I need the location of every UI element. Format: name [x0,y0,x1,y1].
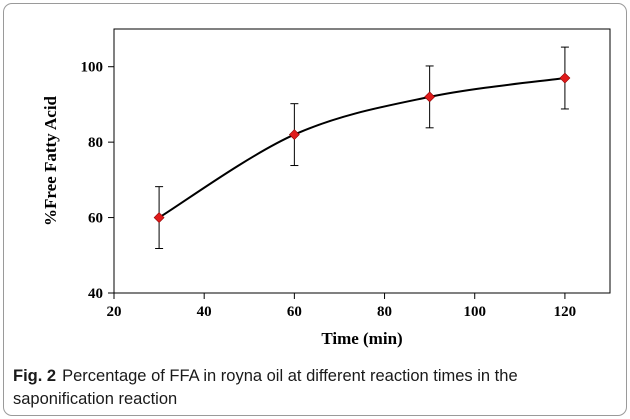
x-tick-label: 40 [197,304,212,320]
data-point [288,129,300,141]
figure-caption: Fig. 2 Percentage of FFA in royna oil at … [13,365,621,411]
figure-panel: 20 40 60 80 100 120 40 60 80 100 Time (min) %Free… [3,3,627,416]
x-tick-label: 60 [287,304,302,320]
data-point [559,72,571,84]
x-axis-title: Time (min) [321,329,402,348]
y-tick-label: 80 [88,135,103,151]
y-tick-label: 40 [88,286,103,302]
caption-label: Fig. 2 [13,367,57,385]
series-group [153,46,571,249]
plot-area [113,28,611,294]
data-point [153,212,165,223]
y-tick-label: 60 [88,211,103,227]
x-tick-label: 20 [107,304,122,320]
x-tick-label: 80 [377,304,392,320]
data-point [424,91,436,103]
chart: 20 40 60 80 100 120 40 60 80 100 Time (min) %Free… [4,4,626,367]
y-tick-label: 100 [81,60,104,76]
series-line [158,77,566,219]
caption-text: Percentage of FFA in royna oil at differ… [13,367,518,408]
x-tick-label: 120 [554,304,577,320]
y-axis-title: %Free Fatty Acid [41,95,60,226]
x-tick-label: 100 [463,304,486,320]
